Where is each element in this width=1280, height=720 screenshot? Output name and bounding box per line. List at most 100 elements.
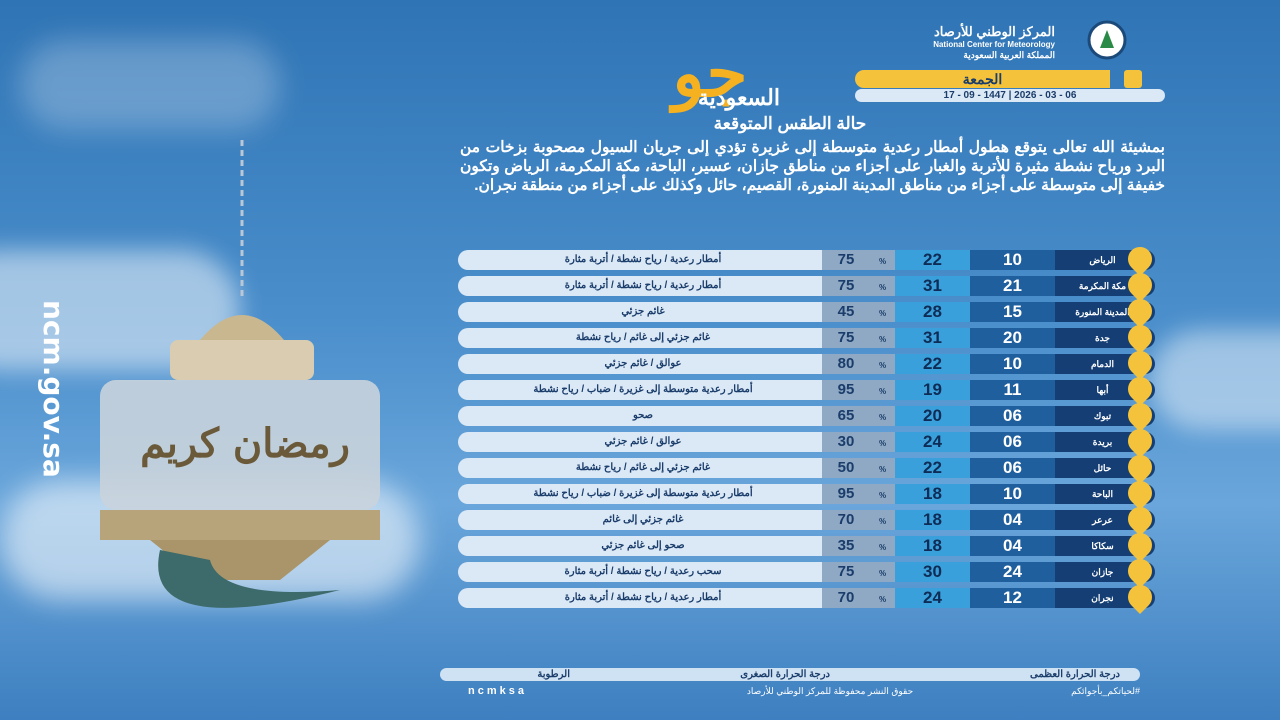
humidity: 65 bbox=[822, 406, 870, 426]
description: أمطار رعدية متوسطة إلى غزيرة / ضباب / ري… bbox=[458, 484, 828, 504]
percent: % bbox=[870, 458, 895, 478]
percent: % bbox=[870, 588, 895, 608]
lantern-art bbox=[100, 140, 380, 608]
humidity: 50 bbox=[822, 458, 870, 478]
percent: % bbox=[870, 276, 895, 296]
humidity: 75 bbox=[822, 562, 870, 582]
max-temp: 30 bbox=[895, 562, 970, 582]
max-temp: 22 bbox=[895, 250, 970, 270]
humidity: 80 bbox=[822, 354, 870, 374]
pin-icon bbox=[1123, 320, 1157, 354]
pin-icon bbox=[1123, 268, 1157, 302]
pin-icon bbox=[1123, 242, 1157, 276]
min-temp: 21 bbox=[970, 276, 1055, 296]
description: غائم جزئي إلى غائم / رياح نشطة bbox=[458, 328, 828, 348]
site-url: ncm.gov.sa bbox=[37, 300, 70, 478]
summary: بمشيئة الله تعالى يتوقع هطول أمطار رعدية… bbox=[460, 139, 1165, 194]
percent: % bbox=[870, 328, 895, 348]
max-temp: 18 bbox=[895, 484, 970, 504]
min-temp: 06 bbox=[970, 458, 1055, 478]
legend-bar bbox=[440, 668, 1140, 681]
description: غائم جزئي إلى غائم / رياح نشطة bbox=[458, 458, 828, 478]
min-temp: 15 bbox=[970, 302, 1055, 322]
percent: % bbox=[870, 432, 895, 452]
calendar-icon bbox=[1124, 70, 1142, 88]
description: عوالق / غائم جزئي bbox=[458, 354, 828, 374]
percent: % bbox=[870, 406, 895, 426]
pin-icon bbox=[1123, 294, 1157, 328]
pin-icon bbox=[1123, 580, 1157, 614]
min-temp: 04 bbox=[970, 510, 1055, 530]
handle: ncmksa bbox=[468, 685, 527, 697]
max-temp: 22 bbox=[895, 458, 970, 478]
legend-max: درجة الحرارة العظمى bbox=[1030, 669, 1120, 680]
legend-humidity: الرطوبة bbox=[537, 669, 570, 680]
max-temp: 31 bbox=[895, 276, 970, 296]
min-temp: 10 bbox=[970, 250, 1055, 270]
percent: % bbox=[870, 510, 895, 530]
max-temp: 24 bbox=[895, 432, 970, 452]
greeting: رمضان كريم bbox=[140, 420, 350, 467]
min-temp: 04 bbox=[970, 536, 1055, 556]
description: غائم جزئي bbox=[458, 302, 828, 322]
humidity: 35 bbox=[822, 536, 870, 556]
max-temp: 18 bbox=[895, 536, 970, 556]
description: أمطار رعدية / رياح نشطة / أتربة مثارة bbox=[458, 250, 828, 270]
min-temp: 10 bbox=[970, 354, 1055, 374]
rights: حقوق النشر محفوظة للمركز الوطني للأرصاد bbox=[746, 686, 914, 696]
description: عوالق / غائم جزئي bbox=[458, 432, 828, 452]
min-temp: 10 bbox=[970, 484, 1055, 504]
humidity: 95 bbox=[822, 380, 870, 400]
date-pill: 17 - 09 - 1447 | 2026 - 03 - 06 bbox=[855, 89, 1165, 102]
description: غائم جزئي إلى غائم bbox=[458, 510, 828, 530]
pin-icon bbox=[1123, 450, 1157, 484]
description: صحو bbox=[458, 406, 828, 426]
percent: % bbox=[870, 302, 895, 322]
brand: جو bbox=[672, 36, 748, 110]
max-temp: 22 bbox=[895, 354, 970, 374]
percent: % bbox=[870, 536, 895, 556]
cloud bbox=[20, 40, 280, 130]
description: أمطار رعدية / رياح نشطة / أتربة مثارة bbox=[458, 588, 828, 608]
max-temp: 20 bbox=[895, 406, 970, 426]
max-temp: 18 bbox=[895, 510, 970, 530]
pin-icon bbox=[1123, 528, 1157, 562]
max-temp: 24 bbox=[895, 588, 970, 608]
humidity: 45 bbox=[822, 302, 870, 322]
humidity: 75 bbox=[822, 276, 870, 296]
min-temp: 24 bbox=[970, 562, 1055, 582]
min-temp: 20 bbox=[970, 328, 1055, 348]
percent: % bbox=[870, 250, 895, 270]
description: صحو إلى غائم جزئي bbox=[458, 536, 828, 556]
percent: % bbox=[870, 354, 895, 374]
pin-icon bbox=[1123, 502, 1157, 536]
max-temp: 19 bbox=[895, 380, 970, 400]
humidity: 30 bbox=[822, 432, 870, 452]
humidity: 70 bbox=[822, 510, 870, 530]
percent: % bbox=[870, 562, 895, 582]
section-title: حالة الطقس المتوقعة bbox=[713, 114, 867, 133]
percent: % bbox=[870, 484, 895, 504]
org-name-en: National Center for Meteorology bbox=[933, 40, 1055, 49]
pin-icon bbox=[1123, 554, 1157, 588]
humidity: 70 bbox=[822, 588, 870, 608]
brand-sub: السعودية bbox=[697, 85, 780, 110]
pin-icon bbox=[1123, 476, 1157, 510]
hashtag: #لحياتكم_بأجوائكم bbox=[1071, 686, 1140, 696]
humidity: 95 bbox=[822, 484, 870, 504]
description: سحب رعدية / رياح نشطة / أتربة مثارة bbox=[458, 562, 828, 582]
min-temp: 12 bbox=[970, 588, 1055, 608]
min-temp: 06 bbox=[970, 432, 1055, 452]
country: المملكة العربية السعودية bbox=[963, 50, 1055, 60]
max-temp: 31 bbox=[895, 328, 970, 348]
logo bbox=[1087, 20, 1127, 60]
percent: % bbox=[870, 380, 895, 400]
cloud bbox=[1150, 330, 1280, 430]
day-pill: الجمعة bbox=[855, 70, 1110, 88]
pin-icon bbox=[1123, 398, 1157, 432]
max-temp: 28 bbox=[895, 302, 970, 322]
min-temp: 11 bbox=[970, 380, 1055, 400]
humidity: 75 bbox=[822, 250, 870, 270]
description: أمطار رعدية / رياح نشطة / أتربة مثارة bbox=[458, 276, 828, 296]
